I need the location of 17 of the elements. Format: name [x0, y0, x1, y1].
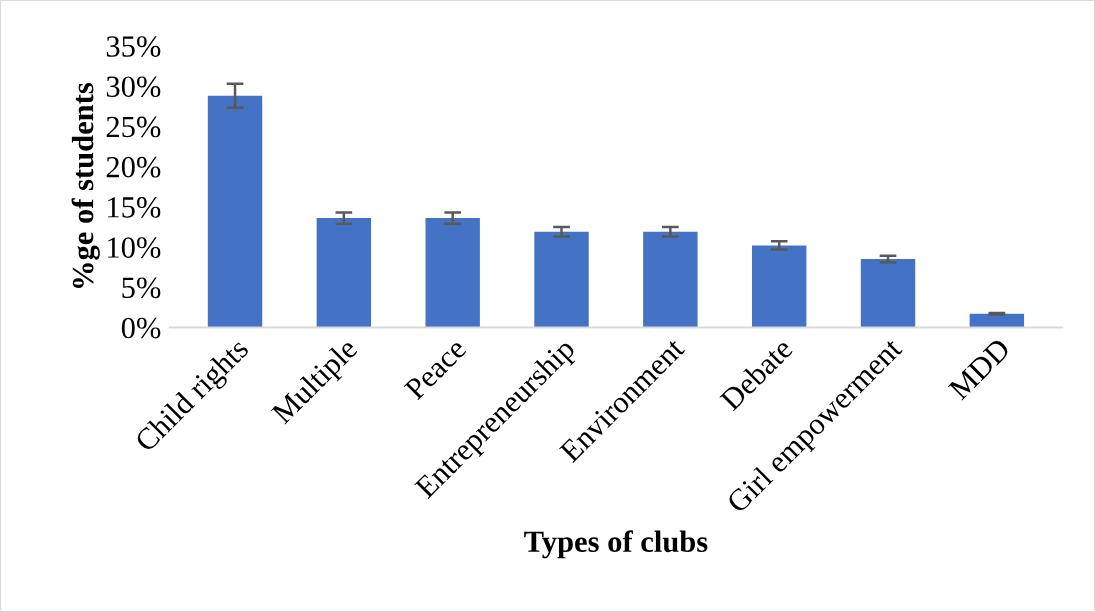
y-tick-label: 5%	[122, 277, 161, 299]
y-tick-label: 20%	[106, 156, 161, 178]
bar	[207, 95, 263, 328]
y-tick-label: 35%	[106, 36, 161, 57]
x-axis-title: Types of clubs	[524, 530, 708, 559]
y-axis-title: %ge of students	[71, 83, 100, 288]
bar	[425, 218, 480, 328]
bar	[860, 259, 916, 328]
y-tick-label: 0%	[121, 317, 161, 339]
bar	[751, 245, 807, 328]
bar	[316, 218, 372, 328]
bar	[643, 231, 698, 328]
y-tick-label: 10%	[108, 237, 161, 258]
y-tick-label: 15%	[108, 197, 161, 218]
bar	[534, 231, 589, 328]
y-tick-label: 25%	[106, 116, 161, 138]
y-tick-label: 30%	[106, 76, 161, 98]
